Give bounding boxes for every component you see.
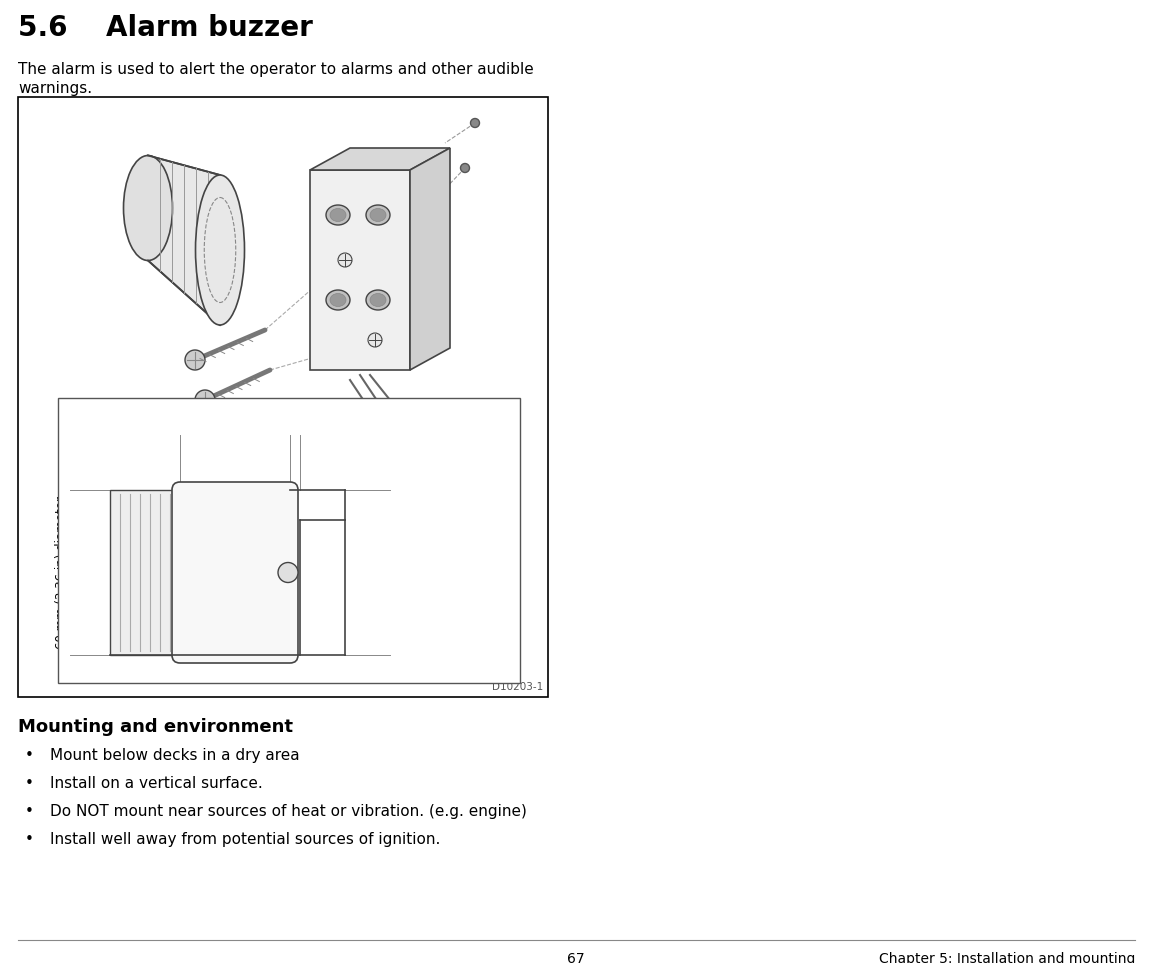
Text: 60 mm (2.5 in): 60 mm (2.5 in) [393, 529, 407, 616]
Ellipse shape [338, 253, 352, 267]
Ellipse shape [366, 205, 390, 225]
Text: •: • [25, 832, 33, 847]
Text: •: • [25, 776, 33, 791]
Text: (1.5 in): (1.5 in) [182, 443, 227, 456]
Bar [58, 398, 520, 683]
Ellipse shape [470, 118, 480, 127]
FancyBboxPatch shape [172, 482, 297, 663]
Ellipse shape [368, 333, 382, 347]
Ellipse shape [326, 205, 351, 225]
Text: warnings.: warnings. [18, 81, 92, 96]
Ellipse shape [184, 350, 205, 370]
Ellipse shape [196, 175, 244, 325]
Ellipse shape [366, 290, 390, 310]
Bar [18, 97, 548, 697]
Polygon shape [310, 148, 450, 170]
Text: Mounting and environment: Mounting and environment [18, 718, 293, 736]
Text: Install well away from potential sources of ignition.: Install well away from potential sources… [50, 832, 440, 847]
Text: Do NOT mount near sources of heat or vibration. (e.g. engine): Do NOT mount near sources of heat or vib… [50, 804, 527, 819]
Ellipse shape [330, 209, 346, 221]
Text: 67: 67 [567, 952, 585, 963]
Text: Install on a vertical surface.: Install on a vertical surface. [50, 776, 263, 791]
Text: Mount below decks in a dry area: Mount below decks in a dry area [50, 748, 300, 763]
Text: •: • [25, 804, 33, 819]
Text: D10203-1: D10203-1 [491, 682, 543, 692]
Ellipse shape [326, 290, 351, 310]
Text: The alarm is used to alert the operator to alarms and other audible: The alarm is used to alert the operator … [18, 62, 534, 77]
Text: 5.6    Alarm buzzer: 5.6 Alarm buzzer [18, 14, 312, 42]
Text: 60 mm (2.36 in) diameter: 60 mm (2.36 in) diameter [55, 496, 68, 649]
Text: 18 mm: 18 mm [292, 417, 337, 430]
Ellipse shape [195, 390, 214, 410]
Bar [310, 170, 410, 370]
Text: (0.7 in): (0.7 in) [292, 443, 337, 456]
Polygon shape [410, 148, 450, 370]
Polygon shape [148, 155, 220, 325]
Ellipse shape [370, 209, 386, 221]
Ellipse shape [370, 294, 386, 306]
Ellipse shape [278, 562, 297, 583]
Bar [110, 490, 180, 655]
Text: •: • [25, 748, 33, 763]
Text: Chapter 5: Installation and mounting: Chapter 5: Installation and mounting [879, 952, 1135, 963]
Ellipse shape [460, 164, 469, 172]
Ellipse shape [330, 294, 346, 306]
Ellipse shape [123, 155, 173, 261]
Text: 38 mm: 38 mm [182, 417, 226, 430]
